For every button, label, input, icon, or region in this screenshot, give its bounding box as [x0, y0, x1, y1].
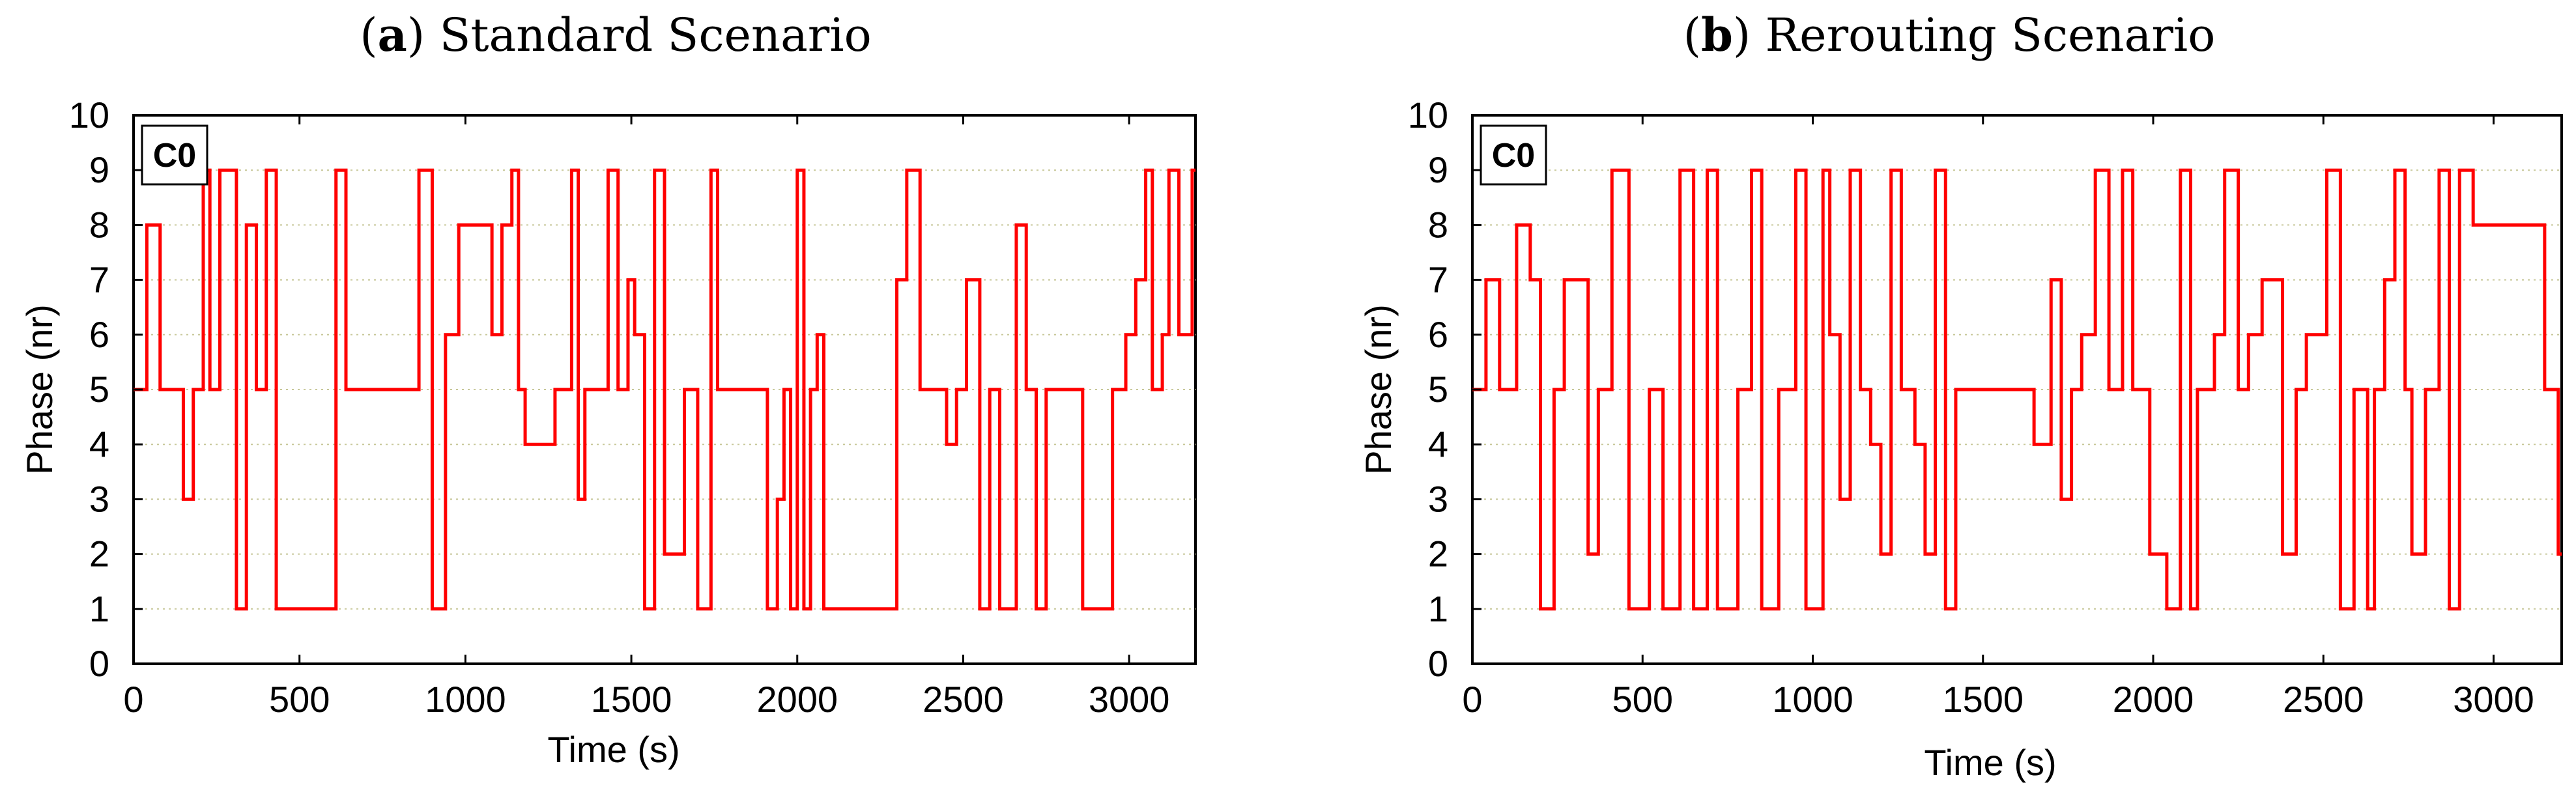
- caption-b-letter: b: [1701, 8, 1733, 62]
- y-tick-label: 8: [1428, 204, 1448, 245]
- y-tick-label: 9: [1428, 149, 1448, 190]
- y-tick-label: 5: [89, 369, 109, 410]
- y-axis-label-a: Phase (nr): [19, 304, 60, 474]
- x-tick-label: 0: [123, 679, 143, 720]
- y-ticks-a: 0 1 2 3 4 5 6 7 8 9 10: [69, 94, 143, 684]
- x-tick-label: 2000: [2113, 679, 2194, 720]
- chart-panel-a: (a) Standard Scenario 0 1 2 3 4 5 6 7 8 9 10 0 500 1…: [19, 8, 1197, 770]
- x-tick-label: 2000: [756, 679, 838, 720]
- y-tick-label: 0: [89, 643, 109, 684]
- x-tick-label: 3000: [2453, 679, 2534, 720]
- caption-a-letter: a: [378, 8, 407, 62]
- x-tick-label: 1500: [591, 679, 672, 720]
- y-tick-label: 1: [89, 588, 109, 629]
- y-tick-label: 4: [89, 423, 109, 464]
- inset-box-b: [1480, 124, 1547, 186]
- x-tick-label: 500: [1612, 679, 1673, 720]
- caption-b: (b) Rerouting Scenario: [1683, 8, 2216, 62]
- y-tick-label: 6: [89, 314, 109, 355]
- y-tick-label: 7: [89, 259, 109, 300]
- inset-label-a: C0: [153, 137, 196, 175]
- inset-box-a: [141, 124, 208, 186]
- y-tick-label: 7: [1428, 259, 1448, 300]
- caption-b-title: Rerouting Scenario: [1765, 8, 2215, 62]
- y-tick-label: 3: [1428, 478, 1448, 519]
- y-tick-label: 5: [1428, 369, 1448, 410]
- inset-label-b: C0: [1492, 137, 1535, 175]
- x-tick-label: 2500: [923, 679, 1004, 720]
- x-tick-label: 1000: [1772, 679, 1853, 720]
- y-axis-label-b: Phase (nr): [1358, 304, 1399, 474]
- x-tick-label: 3000: [1089, 679, 1170, 720]
- y-tick-label: 0: [1428, 643, 1448, 684]
- x-ticks-b: 0 500 1000 1500 2000 2500 3000: [1462, 115, 2534, 720]
- x-axis-label-a: Time (s): [547, 729, 680, 770]
- x-axis-label-b: Time (s): [1924, 742, 2056, 783]
- x-tick-label: 0: [1462, 679, 1482, 720]
- y-tick-label: 10: [1408, 94, 1448, 135]
- x-tick-label: 2500: [2283, 679, 2364, 720]
- x-tick-label: 500: [269, 679, 330, 720]
- x-ticks-a: 0 500 1000 1500 2000 2500 3000: [123, 115, 1169, 720]
- y-tick-label: 3: [89, 478, 109, 519]
- y-tick-label: 2: [89, 533, 109, 575]
- y-tick-label: 6: [1428, 314, 1448, 355]
- series-line-C0: [1472, 168, 2562, 611]
- y-ticks-b: 0 1 2 3 4 5 6 7 8 9 10: [1408, 94, 1481, 684]
- x-tick-label: 1500: [1942, 679, 2024, 720]
- y-tick-label: 1: [1428, 588, 1448, 629]
- x-tick-label: 1000: [425, 679, 506, 720]
- y-tick-label: 10: [69, 94, 109, 135]
- y-tick-label: 2: [1428, 533, 1448, 575]
- series-line-C0: [134, 168, 1195, 611]
- y-tick-label: 4: [1428, 423, 1448, 464]
- y-tick-label: 9: [89, 149, 109, 190]
- y-tick-label: 8: [89, 204, 109, 245]
- caption-a: (a) Standard Scenario: [360, 8, 872, 62]
- chart-panel-b: (b) Rerouting Scenario 0 1 2 3 4 5 6 7 8 9 10 0 500…: [1358, 8, 2563, 783]
- caption-a-title: Standard Scenario: [439, 8, 871, 62]
- series-a: [134, 168, 1195, 611]
- series-b: [1472, 168, 2562, 611]
